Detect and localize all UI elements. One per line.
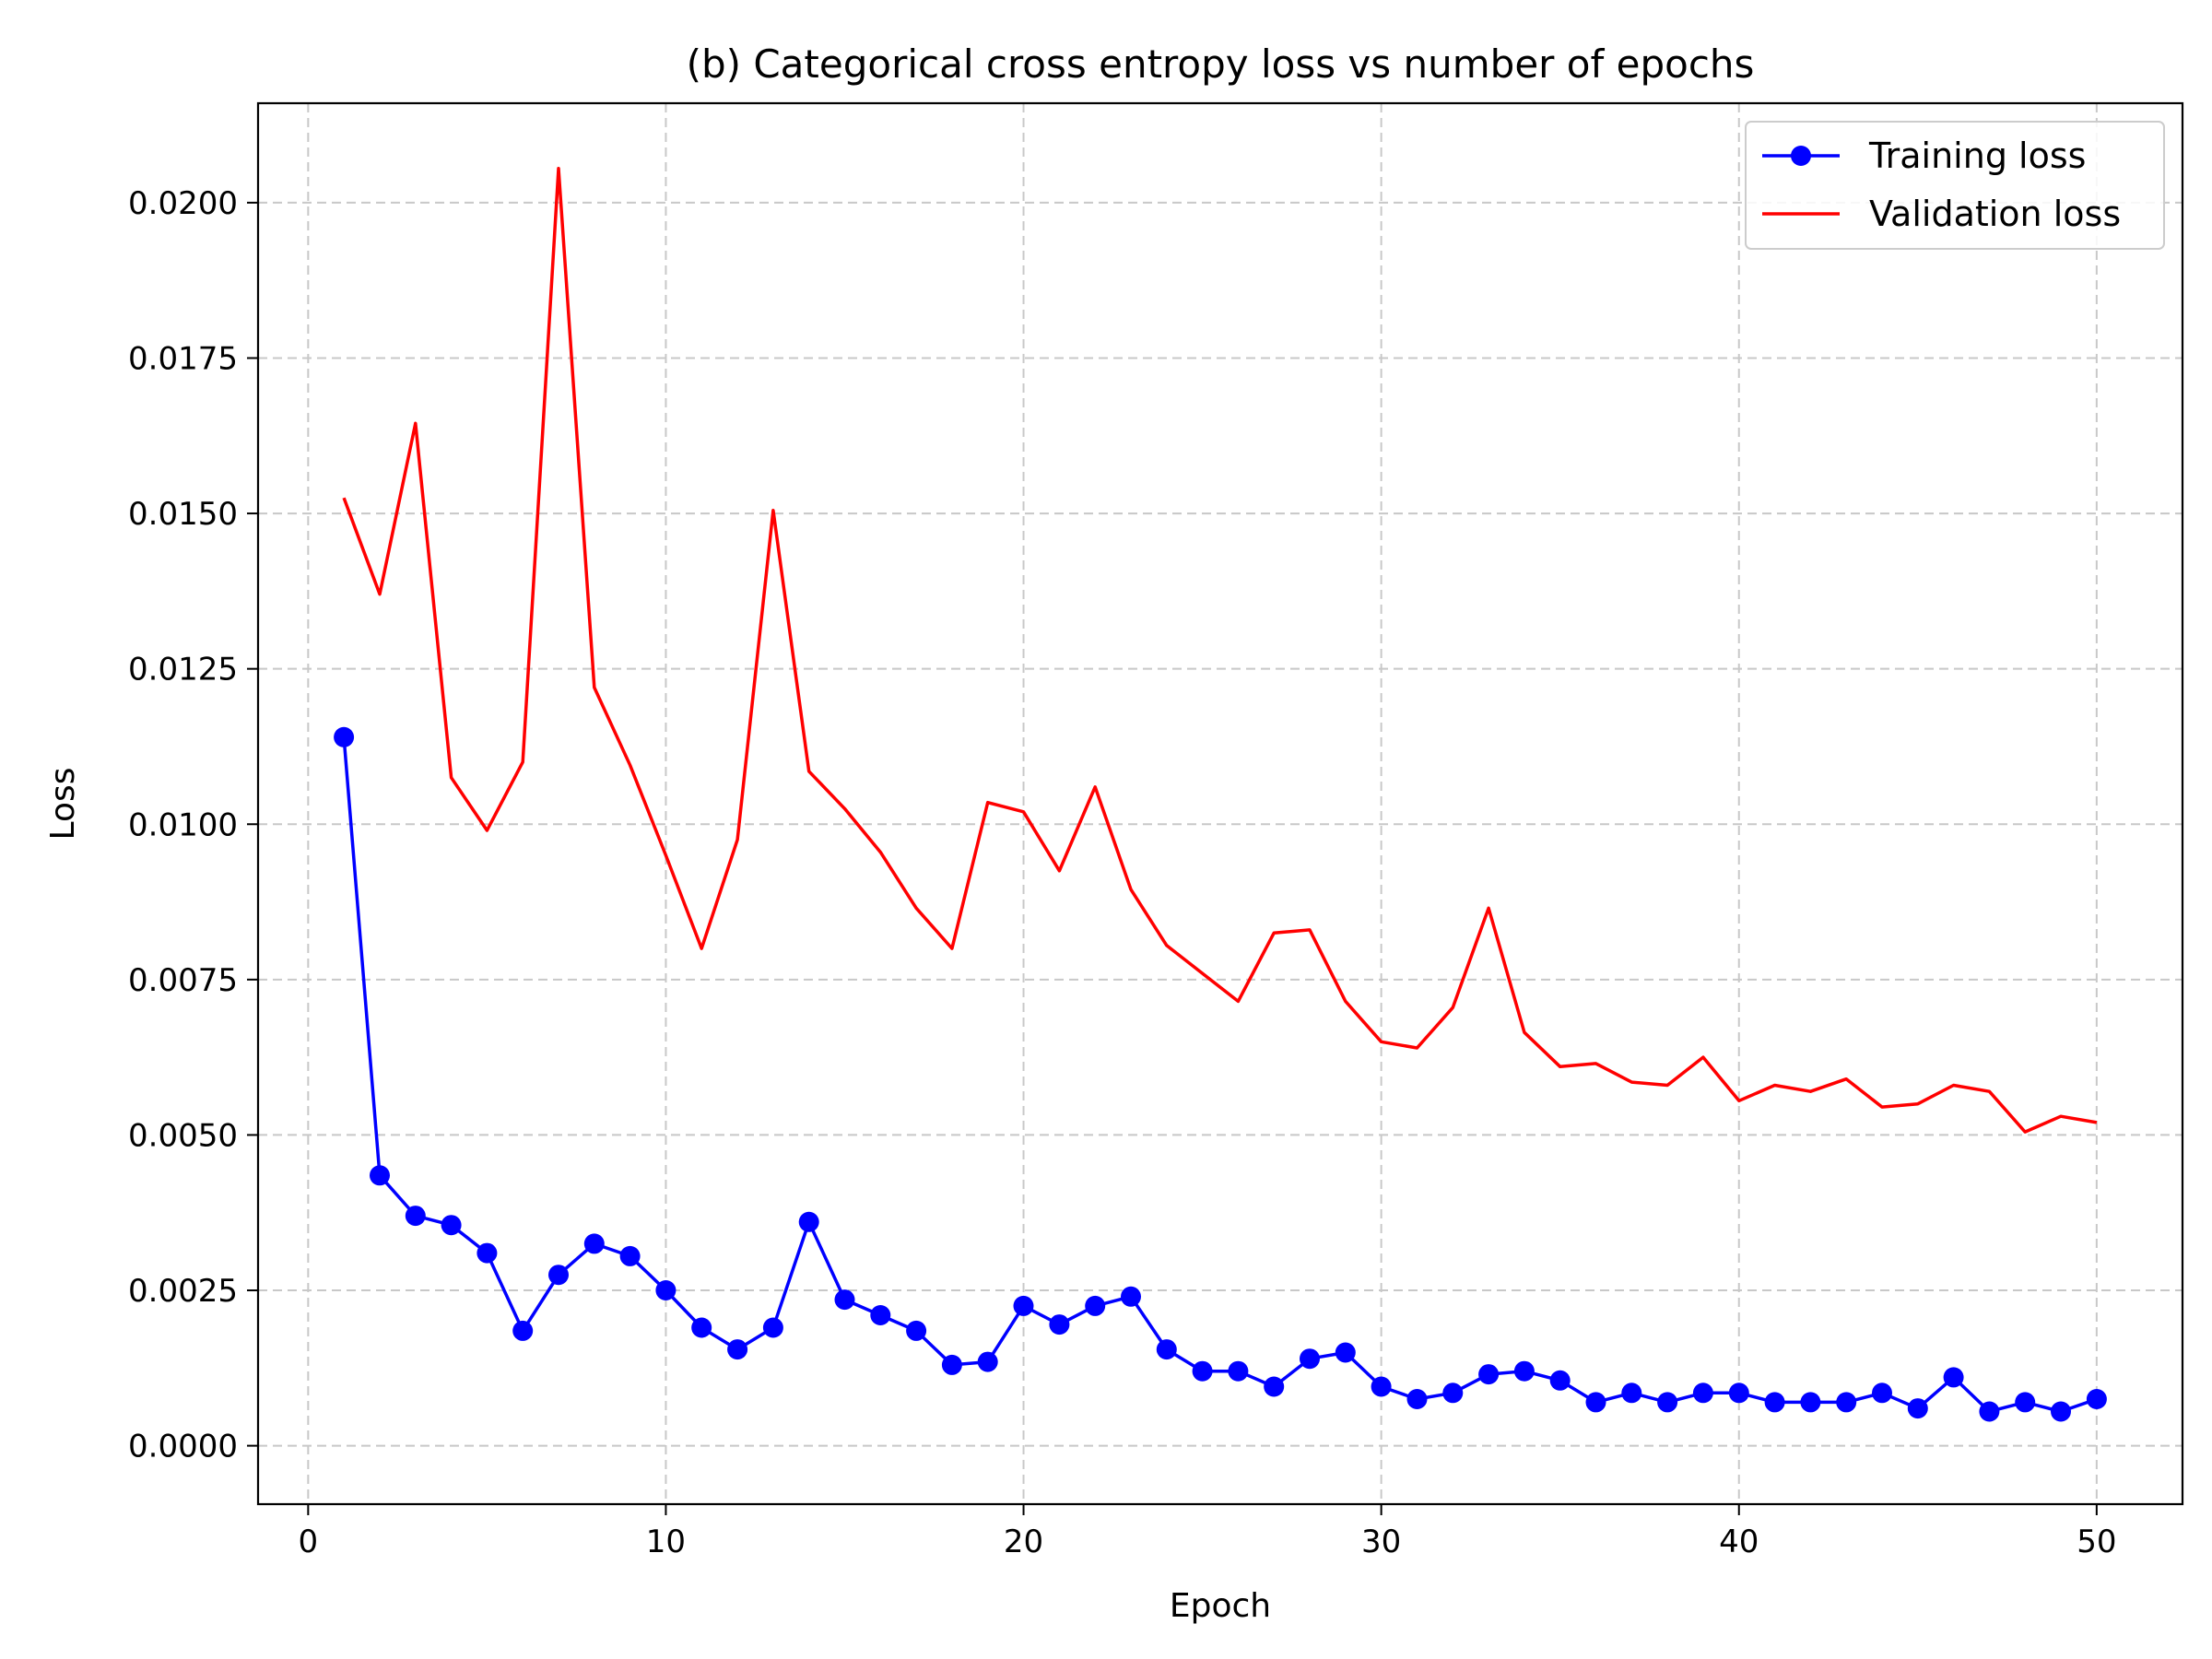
series-layer xyxy=(334,167,2107,1422)
training-loss-point xyxy=(655,1280,677,1300)
training-loss-point xyxy=(1764,1392,1785,1413)
y-tick-label: 0.0125 xyxy=(128,652,238,688)
training-loss-point xyxy=(1371,1376,1392,1397)
training-loss-point xyxy=(1549,1370,1571,1391)
y-tick-label: 0.0200 xyxy=(128,185,238,222)
training-loss-point xyxy=(798,1211,819,1232)
legend-training-marker xyxy=(1791,146,1811,166)
training-loss-point xyxy=(370,1165,390,1186)
x-axis: 0 10 20 30 40 50 xyxy=(299,1504,2116,1560)
training-loss-point xyxy=(1585,1392,1606,1413)
training-loss-point xyxy=(762,1317,783,1338)
training-loss-point xyxy=(1907,1398,1928,1419)
chart-title: (b) Categorical cross entropy loss vs nu… xyxy=(687,41,1755,87)
training-loss-point xyxy=(870,1305,891,1325)
training-loss-point xyxy=(941,1354,962,1375)
training-loss-point xyxy=(1872,1382,1892,1404)
training-loss-point xyxy=(1836,1392,1857,1413)
plot-frame xyxy=(256,101,2184,1506)
training-loss-point xyxy=(1513,1360,1535,1382)
legend: Training loss Validation loss xyxy=(1745,121,2165,250)
legend-validation-label: Validation loss xyxy=(1869,194,2121,234)
x-tick-label: 20 xyxy=(1004,1524,1043,1560)
training-loss-point xyxy=(441,1215,462,1236)
training-loss-point xyxy=(1657,1392,1678,1413)
training-loss-point xyxy=(1264,1376,1285,1397)
training-loss-point xyxy=(1478,1364,1500,1385)
x-axis-label: Epoch xyxy=(1170,1587,1271,1625)
training-loss-point xyxy=(512,1320,534,1341)
x-tick-label: 30 xyxy=(1361,1524,1401,1560)
x-tick-label: 10 xyxy=(646,1524,686,1560)
training-loss-point xyxy=(548,1265,569,1286)
training-loss-point xyxy=(1979,1401,2000,1422)
y-tick-label: 0.0175 xyxy=(128,340,238,377)
training-loss-point xyxy=(334,726,355,747)
training-loss-point xyxy=(1621,1382,1642,1404)
grid-lines xyxy=(258,103,2183,1504)
training-loss-point xyxy=(1192,1360,1213,1382)
y-tick-label: 0.0150 xyxy=(128,496,238,533)
training-loss-point xyxy=(1943,1367,1964,1388)
y-tick-label: 0.0075 xyxy=(128,962,238,999)
y-tick-label: 0.0025 xyxy=(128,1273,238,1310)
training-loss-point xyxy=(1442,1382,1464,1404)
training-loss-point xyxy=(906,1320,927,1341)
training-loss-point xyxy=(1121,1286,1141,1307)
training-loss-point xyxy=(1049,1314,1070,1335)
training-loss-point xyxy=(1085,1295,1106,1316)
training-loss-point xyxy=(1300,1348,1320,1370)
y-axis-label: Loss xyxy=(44,768,82,841)
training-loss-point xyxy=(1728,1382,1749,1404)
legend-training-label: Training loss xyxy=(1868,135,2086,176)
validation-loss-line xyxy=(342,167,2098,1134)
training-loss-point xyxy=(405,1206,426,1227)
y-axis: 0.0000 0.0025 0.0050 0.0075 0.0100 0.0125 0.01… xyxy=(128,185,258,1465)
training-loss-point xyxy=(2051,1401,2071,1422)
x-tick-label: 50 xyxy=(2077,1524,2116,1560)
training-loss-point xyxy=(1406,1389,1428,1409)
x-tick-label: 0 xyxy=(299,1524,319,1560)
training-loss-point xyxy=(1692,1382,1713,1404)
training-loss-point xyxy=(2086,1389,2107,1409)
training-loss-point xyxy=(977,1351,998,1372)
training-loss-point xyxy=(1013,1295,1034,1316)
training-loss-point xyxy=(1228,1360,1249,1382)
y-tick-label: 0.0050 xyxy=(128,1117,238,1154)
legend-box xyxy=(1745,121,2165,250)
training-loss-point xyxy=(583,1233,605,1254)
training-loss-point xyxy=(477,1242,498,1264)
training-loss-point xyxy=(727,1339,748,1360)
training-loss-point xyxy=(834,1289,855,1311)
x-tick-label: 40 xyxy=(1719,1524,1759,1560)
training-loss-point xyxy=(2015,1392,2036,1413)
training-loss-point xyxy=(1335,1342,1356,1363)
training-loss-point xyxy=(1800,1392,1821,1413)
training-loss-point xyxy=(1156,1339,1177,1360)
training-loss-point xyxy=(619,1245,641,1266)
y-tick-label: 0.0000 xyxy=(128,1429,238,1465)
training-loss-point xyxy=(691,1317,712,1338)
y-tick-label: 0.0100 xyxy=(128,806,238,843)
